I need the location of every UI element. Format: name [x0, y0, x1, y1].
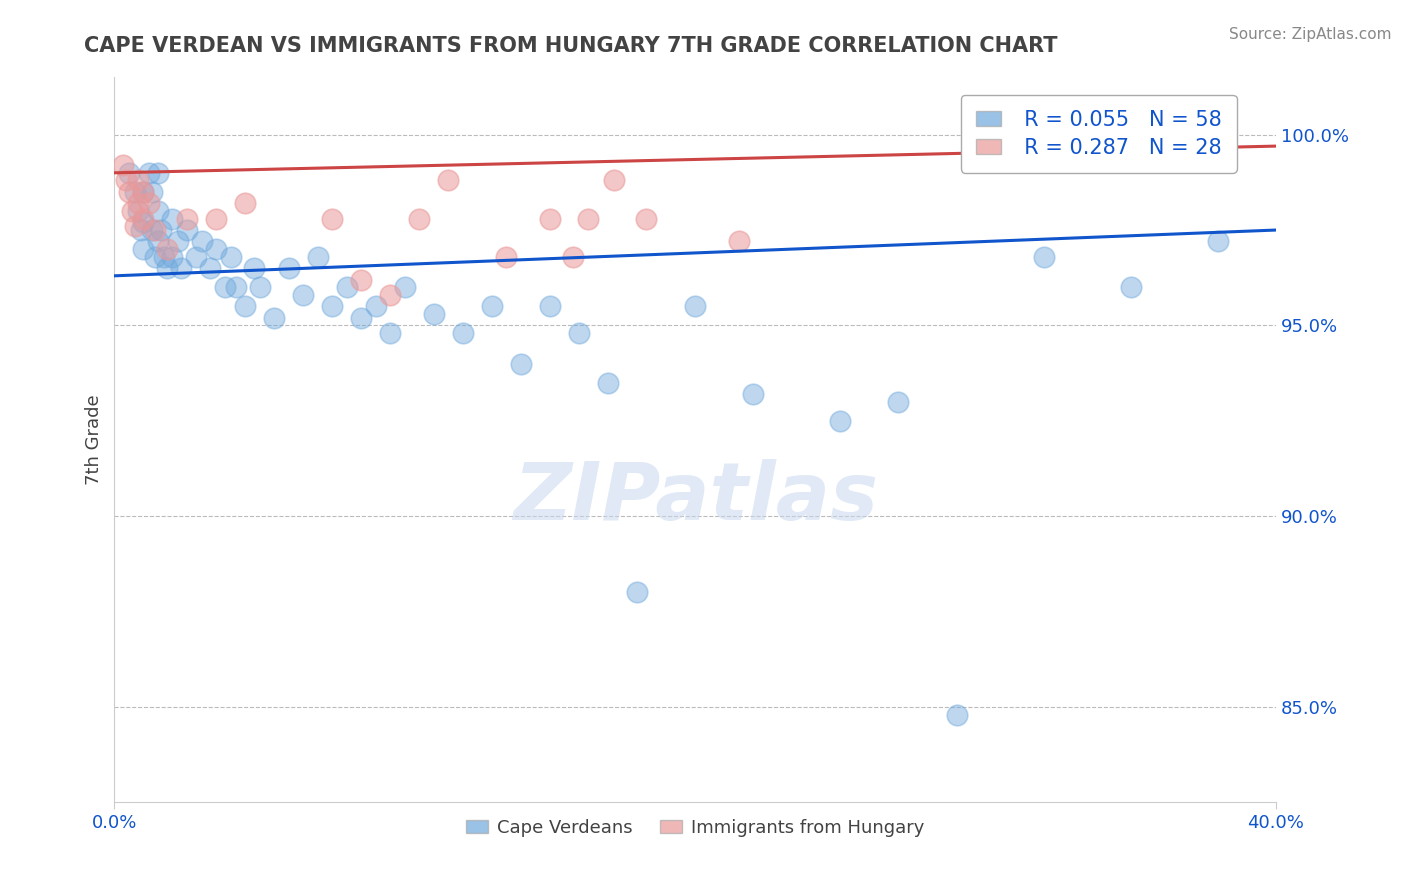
Point	[146, 204, 169, 219]
Point	[742, 387, 765, 401]
Point	[132, 211, 155, 226]
Point	[562, 250, 585, 264]
Point	[307, 250, 329, 264]
Text: ZIPatlas: ZIPatlas	[513, 458, 877, 537]
Point	[152, 250, 174, 264]
Point	[156, 261, 179, 276]
Point	[380, 288, 402, 302]
Point	[510, 357, 533, 371]
Point	[127, 196, 149, 211]
Point	[1119, 280, 1142, 294]
Point	[1192, 109, 1215, 123]
Y-axis label: 7th Grade: 7th Grade	[86, 394, 103, 485]
Point	[233, 196, 256, 211]
Point	[945, 707, 967, 722]
Point	[634, 211, 657, 226]
Point	[350, 310, 373, 325]
Point	[394, 280, 416, 294]
Point	[176, 223, 198, 237]
Point	[132, 185, 155, 199]
Point	[205, 211, 228, 226]
Point	[481, 299, 503, 313]
Point	[321, 299, 343, 313]
Point	[162, 250, 184, 264]
Point	[124, 219, 146, 234]
Point	[887, 394, 910, 409]
Point	[167, 235, 190, 249]
Point	[162, 211, 184, 226]
Point	[538, 299, 561, 313]
Point	[626, 585, 648, 599]
Point	[225, 280, 247, 294]
Point	[727, 235, 749, 249]
Point	[277, 261, 299, 276]
Point	[129, 223, 152, 237]
Text: CAPE VERDEAN VS IMMIGRANTS FROM HUNGARY 7TH GRADE CORRELATION CHART: CAPE VERDEAN VS IMMIGRANTS FROM HUNGARY …	[84, 36, 1057, 55]
Point	[263, 310, 285, 325]
Point	[1206, 235, 1229, 249]
Point	[127, 204, 149, 219]
Point	[132, 242, 155, 256]
Point	[830, 414, 852, 428]
Point	[112, 158, 135, 172]
Point	[190, 235, 212, 249]
Point	[576, 211, 599, 226]
Point	[538, 211, 561, 226]
Point	[143, 250, 166, 264]
Point	[1032, 250, 1054, 264]
Point	[495, 250, 517, 264]
Point	[124, 185, 146, 199]
Point	[596, 376, 619, 390]
Point	[350, 272, 373, 286]
Point	[292, 288, 315, 302]
Point	[205, 242, 228, 256]
Point	[233, 299, 256, 313]
Point	[321, 211, 343, 226]
Point	[146, 166, 169, 180]
Point	[138, 196, 160, 211]
Point	[146, 235, 169, 249]
Point	[184, 250, 207, 264]
Point	[141, 223, 163, 237]
Point	[115, 173, 138, 187]
Point	[683, 299, 706, 313]
Point	[249, 280, 271, 294]
Point	[451, 326, 474, 340]
Point	[127, 173, 149, 187]
Point	[364, 299, 387, 313]
Point	[143, 223, 166, 237]
Point	[437, 173, 460, 187]
Point	[176, 211, 198, 226]
Point	[141, 185, 163, 199]
Point	[121, 204, 143, 219]
Point	[408, 211, 430, 226]
Point	[132, 185, 155, 199]
Legend: Cape Verdeans, Immigrants from Hungary: Cape Verdeans, Immigrants from Hungary	[460, 812, 931, 844]
Point	[118, 166, 141, 180]
Point	[118, 185, 141, 199]
Point	[132, 215, 155, 229]
Point	[156, 242, 179, 256]
Text: Source: ZipAtlas.com: Source: ZipAtlas.com	[1229, 27, 1392, 42]
Point	[200, 261, 222, 276]
Point	[568, 326, 591, 340]
Point	[219, 250, 242, 264]
Point	[170, 261, 193, 276]
Point	[214, 280, 236, 294]
Point	[336, 280, 359, 294]
Point	[138, 166, 160, 180]
Point	[243, 261, 266, 276]
Point	[380, 326, 402, 340]
Point	[603, 173, 626, 187]
Point	[149, 223, 172, 237]
Point	[423, 307, 446, 321]
